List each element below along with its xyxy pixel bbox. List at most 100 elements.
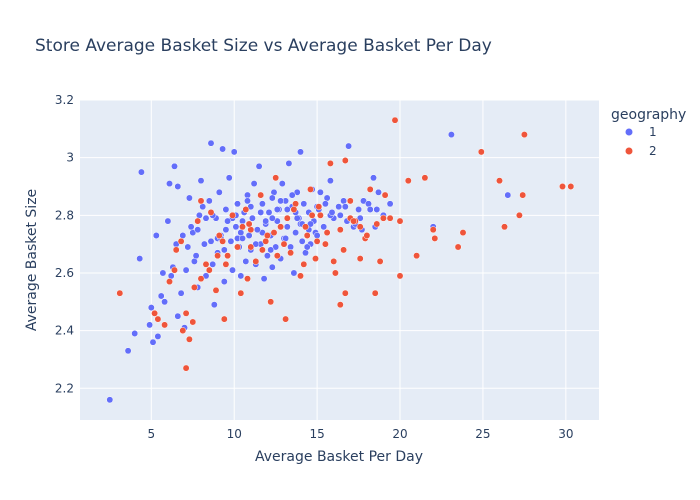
data-point[interactable] [326,159,334,167]
data-point[interactable] [477,148,485,156]
data-point[interactable] [308,211,316,219]
data-point[interactable] [215,188,223,196]
data-point[interactable] [116,289,124,297]
data-point[interactable] [200,240,208,248]
data-point[interactable] [270,188,278,196]
data-point[interactable] [177,237,185,245]
data-point[interactable] [189,318,197,326]
data-point[interactable] [212,286,220,294]
data-point[interactable] [232,223,240,231]
data-point[interactable] [124,347,132,355]
data-point[interactable] [341,289,349,297]
data-point[interactable] [300,200,308,208]
data-point[interactable] [282,315,290,323]
data-point[interactable] [207,237,215,245]
data-point[interactable] [222,206,230,213]
data-point[interactable] [210,301,218,309]
data-point[interactable] [244,197,251,205]
data-point[interactable] [187,223,195,231]
data-point[interactable] [229,211,236,219]
data-point[interactable] [396,272,404,280]
data-point[interactable] [192,252,200,260]
data-point[interactable] [285,159,293,167]
data-point[interactable] [321,240,329,248]
data-point[interactable] [345,142,353,150]
data-point[interactable] [303,243,311,251]
data-point[interactable] [330,257,338,265]
data-point[interactable] [202,260,210,268]
data-point[interactable] [257,208,265,216]
data-point[interactable] [386,214,394,222]
data-point[interactable] [234,200,241,208]
data-point[interactable] [215,232,223,239]
data-point[interactable] [280,240,288,248]
data-point[interactable] [171,162,178,170]
data-point[interactable] [253,226,261,234]
data-point[interactable] [288,191,296,199]
data-point[interactable] [346,197,354,205]
data-point[interactable] [248,214,256,222]
data-point[interactable] [370,174,377,182]
data-point[interactable] [316,188,324,196]
data-point[interactable] [166,180,173,188]
data-point[interactable] [366,206,374,213]
data-point[interactable] [237,229,245,237]
data-point[interactable] [234,243,241,251]
data-point[interactable] [151,309,159,317]
data-point[interactable] [447,131,455,139]
data-point[interactable] [316,211,324,219]
data-point[interactable] [179,327,187,335]
data-point[interactable] [366,185,374,193]
legend-item-1[interactable]: 1 [625,125,657,139]
data-point[interactable] [182,309,190,317]
data-point[interactable] [258,246,266,254]
data-point[interactable] [247,226,255,234]
data-point[interactable] [147,304,155,312]
data-point[interactable] [267,298,275,306]
data-point[interactable] [515,211,523,219]
data-point[interactable] [239,234,246,242]
data-point[interactable] [336,301,344,309]
data-point[interactable] [373,220,381,228]
data-point[interactable] [323,229,331,237]
data-point[interactable] [404,177,412,185]
data-point[interactable] [152,232,160,239]
data-point[interactable] [321,200,329,208]
data-point[interactable] [421,174,429,182]
data-point[interactable] [320,223,328,231]
data-point[interactable] [413,252,421,260]
data-point[interactable] [331,269,339,277]
data-point[interactable] [371,289,379,297]
legend[interactable]: geography 1 2 [611,107,686,158]
data-point[interactable] [328,208,336,216]
data-point[interactable] [258,200,266,208]
data-point[interactable] [376,257,384,265]
data-point[interactable] [195,211,203,219]
data-point[interactable] [137,168,145,176]
data-point[interactable] [292,200,300,208]
data-point[interactable] [154,332,162,340]
data-point[interactable] [171,266,178,274]
data-point[interactable] [355,206,363,213]
data-point[interactable] [224,217,232,225]
data-point[interactable] [303,232,311,239]
data-point[interactable] [164,217,172,225]
data-point[interactable] [356,255,364,263]
data-point[interactable] [190,283,198,291]
data-point[interactable] [335,203,343,211]
data-point[interactable] [146,321,154,329]
data-point[interactable] [375,188,382,196]
data-point[interactable] [504,191,512,199]
data-point[interactable] [242,257,250,265]
data-point[interactable] [205,266,213,274]
data-point[interactable] [136,255,144,263]
data-point[interactable] [323,194,331,202]
data-point[interactable] [197,177,205,185]
data-point[interactable] [313,232,321,239]
data-point[interactable] [459,229,467,237]
data-point[interactable] [157,292,165,300]
data-point[interactable] [297,272,304,280]
data-point[interactable] [197,275,205,283]
data-point[interactable] [220,315,228,323]
data-point[interactable] [567,183,575,190]
